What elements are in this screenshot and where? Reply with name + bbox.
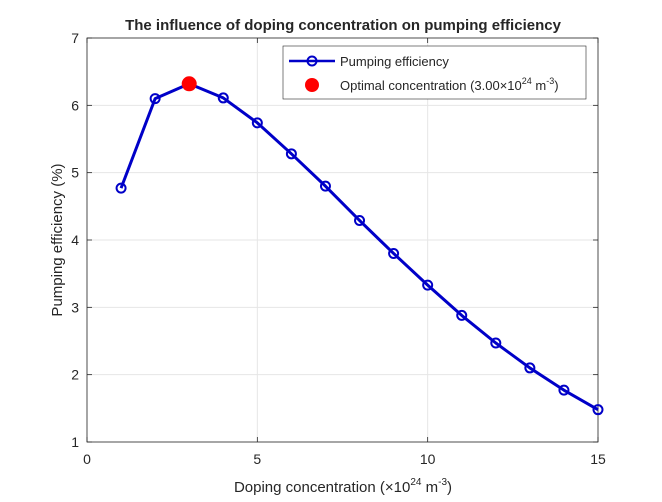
y-tick-label: 5 [71, 165, 79, 181]
data-point [149, 93, 161, 105]
y-axis-label: Pumping efficiency (%) [49, 163, 66, 316]
ticks [86, 37, 599, 443]
x-axis-label: Doping concentration (×1024 m-3) [234, 477, 452, 496]
series-pumping-efficiency [115, 78, 604, 416]
y-tick-label: 7 [71, 30, 79, 46]
legend-label-highlight-mid: m [532, 78, 546, 93]
data-point [490, 337, 502, 349]
legend-label-highlight-exp: 24 [522, 76, 532, 86]
legend-marker-sample [306, 55, 318, 67]
legend-label-highlight-unit-exp: -3 [546, 76, 554, 86]
data-point [524, 362, 536, 374]
x-axis-label-suffix: ) [447, 479, 452, 496]
y-tick-label: 3 [71, 299, 79, 315]
data-point [319, 180, 331, 192]
data-point [388, 247, 400, 259]
x-axis-label-exp: 24 [410, 477, 422, 488]
legend-label-series: Pumping efficiency [340, 54, 449, 69]
data-point [422, 279, 434, 291]
data-point [558, 384, 570, 396]
y-tick-label: 6 [71, 97, 79, 113]
x-tick-label: 0 [83, 451, 91, 467]
data-point [251, 117, 263, 129]
y-tick-label: 2 [71, 367, 79, 383]
legend: Pumping efficiency Optimal concentration… [282, 45, 587, 100]
tick-labels: 0 5 10 15 1 2 3 4 5 6 7 [71, 30, 606, 467]
legend-label-highlight: Optimal concentration (3.00×1024 m-3) [340, 76, 559, 93]
x-axis-label-mid: m [421, 479, 438, 496]
data-point [115, 182, 127, 194]
data-point [456, 309, 468, 321]
legend-box [282, 45, 587, 100]
x-tick-label: 10 [420, 451, 436, 467]
chart-title: The influence of doping concentration on… [125, 17, 562, 34]
data-point [285, 148, 297, 160]
x-axis-label-unit-exp: -3 [438, 477, 447, 488]
optimal-point [181, 76, 197, 92]
legend-label-highlight-prefix: Optimal concentration (3.00×10 [340, 78, 522, 93]
x-axis-label-prefix: Doping concentration (×10 [234, 479, 410, 496]
series-line [119, 82, 599, 411]
data-point [354, 214, 366, 226]
legend-label-highlight-suffix: ) [554, 78, 558, 93]
x-tick-label: 15 [590, 451, 606, 467]
x-tick-label: 5 [253, 451, 261, 467]
data-point [592, 404, 604, 416]
y-tick-label: 1 [71, 434, 79, 450]
data-point [217, 92, 229, 104]
highlight-optimal [181, 76, 197, 92]
legend-highlight-sample [305, 78, 319, 92]
y-tick-label: 4 [71, 232, 79, 248]
